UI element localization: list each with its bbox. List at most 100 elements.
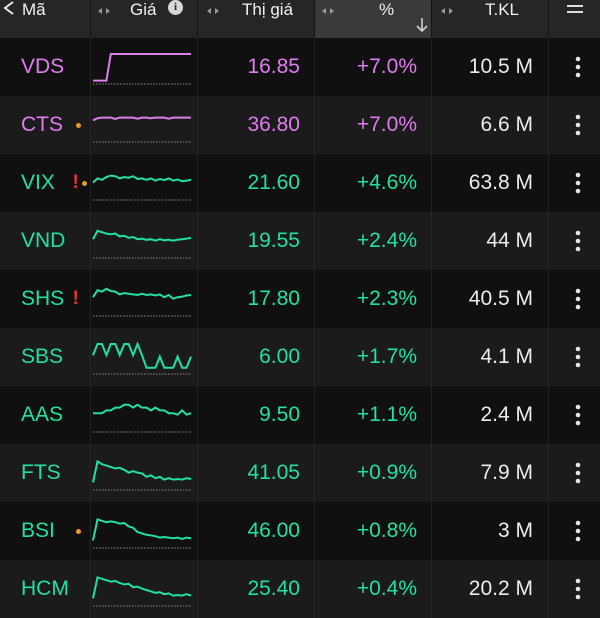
volume-value: 4.1 M: [480, 345, 533, 368]
more-options-icon[interactable]: [568, 519, 588, 543]
stock-symbol[interactable]: AAS: [21, 403, 64, 426]
price-sparkline: [92, 341, 192, 375]
percent-change-value: +4.6%: [356, 171, 417, 194]
stock-symbol[interactable]: HCM: [21, 577, 69, 600]
price-sparkline: [92, 518, 192, 549]
price-sparkline: [93, 53, 191, 85]
more-options-icon[interactable]: [568, 171, 588, 195]
header-menu[interactable]: [549, 0, 600, 38]
volume-value: 2.4 M: [480, 403, 533, 426]
table-row[interactable]: VDS 16.85 +7.0% 10.5 M: [0, 38, 600, 96]
percent-change-value: +0.4%: [356, 577, 417, 600]
sparkline-path: [92, 229, 192, 242]
header-price[interactable]: Giá i: [91, 0, 197, 38]
sparkline-path: [93, 53, 191, 82]
header-percent-label: %: [379, 0, 395, 19]
status-dot: [81, 181, 87, 186]
price-sparkline: [92, 174, 192, 201]
status-dot: [75, 123, 81, 128]
hamburger-menu-icon[interactable]: [567, 4, 583, 16]
warning-icon: !: [72, 172, 79, 193]
sort-down-icon: [416, 18, 428, 33]
sparkline-path: [92, 287, 192, 300]
percent-change-value: +1.1%: [356, 403, 417, 426]
table-row[interactable]: AAS 9.50 +1.1% 2.4 M: [0, 386, 600, 444]
more-options-icon[interactable]: [568, 577, 588, 601]
status-dot: [75, 529, 81, 534]
sparkline-path: [92, 518, 192, 541]
sparkline-path: [92, 341, 192, 369]
header-percent[interactable]: %: [315, 0, 431, 38]
stock-symbol[interactable]: BSI: [21, 519, 55, 542]
header-market-price[interactable]: Thị giá: [198, 0, 314, 38]
market-price-value: 9.50: [259, 403, 300, 426]
market-price-value: 16.85: [247, 55, 300, 78]
percent-change-value: +0.8%: [356, 519, 417, 542]
collapse-icon[interactable]: [3, 1, 15, 15]
price-sparkline: [92, 459, 192, 491]
volume-value: 20.2 M: [468, 577, 533, 600]
table-row[interactable]: HCM 25.40 +0.4% 20.2 M: [0, 560, 600, 618]
resize-arrows-icon[interactable]: [97, 5, 111, 17]
more-options-icon[interactable]: [568, 229, 588, 253]
table-row[interactable]: SBS 6.00 +1.7% 4.1 M: [0, 328, 600, 386]
more-options-icon[interactable]: [568, 345, 588, 369]
percent-change-value: +7.0%: [356, 55, 417, 78]
market-price-value: 36.80: [247, 113, 300, 136]
table-row[interactable]: SHS! 17.80 +2.3% 40.5 M: [0, 270, 600, 328]
resize-arrows-icon[interactable]: [321, 5, 335, 17]
more-options-icon[interactable]: [568, 287, 588, 311]
table-row[interactable]: VIX! 21.60 +4.6% 63.8 M: [0, 154, 600, 212]
resize-arrows-icon[interactable]: [440, 5, 454, 17]
market-price-value: 17.80: [247, 287, 300, 310]
table-row[interactable]: VND 19.55 +2.4% 44 M: [0, 212, 600, 270]
table-row[interactable]: CTS 36.80 +7.0% 6.6 M: [0, 96, 600, 154]
table-row[interactable]: BSI 46.00 +0.8% 3 M: [0, 502, 600, 560]
market-price-value: 41.05: [247, 461, 300, 484]
stock-symbol[interactable]: VND: [21, 229, 66, 252]
volume-value: 44 M: [486, 229, 533, 252]
table-header: Mã Giá i Thị giá % T.KL: [0, 0, 600, 38]
header-volume[interactable]: T.KL: [432, 0, 548, 38]
warning-icon: !: [72, 288, 79, 309]
price-sparkline: [92, 287, 192, 317]
resize-arrows-icon[interactable]: [206, 5, 220, 17]
sparkline-path: [92, 116, 191, 122]
info-icon[interactable]: i: [168, 0, 183, 15]
header-price-label: Giá: [130, 0, 157, 19]
header-symbol-label: Mã: [22, 0, 46, 19]
volume-value: 6.6 M: [480, 113, 533, 136]
table-row[interactable]: FTS 41.05 +0.9% 7.9 M: [0, 444, 600, 502]
stock-symbol[interactable]: VDS: [21, 55, 65, 78]
volume-value: 3 M: [497, 519, 533, 542]
market-price-value: 6.00: [259, 345, 300, 368]
market-price-value: 46.00: [247, 519, 300, 542]
more-options-icon[interactable]: [568, 55, 588, 79]
market-price-value: 19.55: [247, 229, 300, 252]
more-options-icon[interactable]: [568, 461, 588, 485]
price-sparkline: [92, 576, 192, 607]
market-price-value: 25.40: [247, 577, 300, 600]
stock-symbol[interactable]: FTS: [21, 461, 61, 484]
price-sparkline: [92, 116, 191, 143]
price-sparkline: [93, 403, 192, 433]
percent-change-value: +1.7%: [356, 345, 417, 368]
sparkline-path: [92, 576, 192, 599]
header-symbol[interactable]: Mã: [0, 0, 90, 38]
sparkline-path: [92, 174, 192, 184]
volume-value: 40.5 M: [468, 287, 533, 310]
percent-change-value: +2.4%: [356, 229, 417, 252]
volume-value: 63.8 M: [468, 171, 533, 194]
volume-value: 7.9 M: [480, 461, 533, 484]
percent-change-value: +2.3%: [356, 287, 417, 310]
stock-symbol[interactable]: SBS: [21, 345, 64, 368]
stock-symbol[interactable]: VIX: [21, 171, 55, 194]
stock-symbol[interactable]: CTS: [21, 113, 63, 136]
percent-change-value: +7.0%: [356, 113, 417, 136]
more-options-icon[interactable]: [568, 113, 588, 137]
header-market-price-label: Thị giá: [242, 0, 294, 19]
market-price-value: 21.60: [247, 171, 300, 194]
stock-symbol[interactable]: SHS: [21, 287, 65, 310]
header-volume-label: T.KL: [485, 0, 520, 19]
more-options-icon[interactable]: [568, 403, 588, 427]
